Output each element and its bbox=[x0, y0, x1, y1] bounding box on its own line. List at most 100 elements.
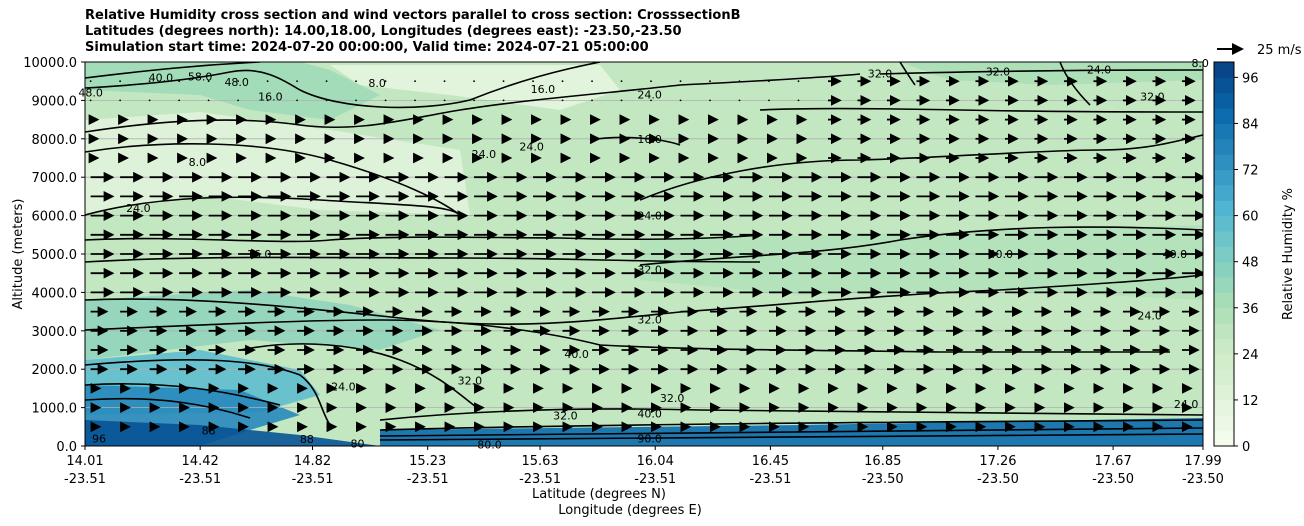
wind-vector bbox=[591, 99, 593, 102]
wind-vector bbox=[738, 99, 741, 102]
contour-label: 8.0 bbox=[189, 156, 207, 169]
colorbar-tick-label: 12 bbox=[1242, 394, 1259, 409]
y-tick-label: 8000.0 bbox=[32, 133, 78, 148]
contour-label: 48.0 bbox=[78, 87, 103, 100]
contour-label: 90.0 bbox=[637, 432, 662, 445]
wind-vector bbox=[502, 99, 505, 102]
y-tick-label: 6000.0 bbox=[32, 210, 78, 225]
colorbar-segment bbox=[1214, 246, 1234, 263]
y-tick-label: 9000.0 bbox=[32, 94, 78, 109]
contour-label: 40.0 bbox=[149, 71, 174, 84]
colorbar-segment bbox=[1214, 292, 1234, 309]
colorbar-segment bbox=[1214, 430, 1234, 447]
wind-vector bbox=[709, 99, 711, 102]
wind-vector bbox=[768, 80, 770, 83]
wind-vector bbox=[325, 80, 328, 83]
x-axis: 14.01 -23.51 14.42 -23.51 14.82 -23.51 15.23 -2… bbox=[64, 446, 1224, 487]
contour-label: 24.0 bbox=[637, 210, 662, 223]
colorbar-segment bbox=[1214, 230, 1234, 247]
wind-vector bbox=[443, 80, 446, 83]
band-top-left bbox=[85, 62, 380, 120]
colorbar-tick-label: 48 bbox=[1242, 256, 1259, 271]
contour-line bbox=[879, 69, 1203, 75]
x-tick-lon: -23.51 bbox=[179, 472, 221, 487]
colorbar: 0 12 24 36 48 60 72 84 96 bbox=[1213, 61, 1259, 455]
colorbar-frame bbox=[1213, 61, 1235, 447]
wind-vector bbox=[178, 99, 181, 102]
colorbar-tick-label: 96 bbox=[1242, 71, 1259, 86]
wind-vector bbox=[473, 80, 475, 83]
contour-label: 24.0 bbox=[637, 89, 662, 102]
wind-vector bbox=[296, 99, 298, 102]
contour-label: 58.0 bbox=[188, 71, 213, 84]
contour-label: 32.0 bbox=[868, 68, 893, 81]
wind-vector bbox=[355, 99, 357, 102]
colorbar-segment bbox=[1214, 169, 1234, 186]
x-axis-label-lat: Latitude (degrees N) bbox=[532, 487, 666, 502]
colorbar-segment bbox=[1214, 215, 1234, 232]
x-tick-lon: -23.51 bbox=[634, 472, 676, 487]
wind-vector bbox=[414, 99, 416, 102]
contour-line bbox=[85, 383, 281, 406]
x-tick-lat: 14.01 bbox=[66, 454, 103, 469]
contour-line bbox=[85, 274, 1203, 325]
x-tick-lat: 15.23 bbox=[409, 454, 446, 469]
x-axis-label-lon: Longitude (degrees E) bbox=[558, 503, 702, 518]
contour-label: 32.0 bbox=[458, 375, 483, 388]
contour-line bbox=[85, 62, 261, 79]
wind-vector bbox=[532, 80, 534, 83]
wind-vector bbox=[119, 99, 122, 102]
x-tick-lat: 16.85 bbox=[864, 454, 901, 469]
colorbar-tick-label: 36 bbox=[1242, 302, 1259, 317]
contour-label: 40.0 bbox=[1163, 248, 1188, 261]
colorbar-tick-label: 60 bbox=[1242, 210, 1259, 225]
wind-vector bbox=[414, 80, 416, 83]
x-tick-lon: -23.51 bbox=[292, 472, 334, 487]
x-tick-lon: -23.51 bbox=[64, 472, 106, 487]
wind-vector bbox=[148, 80, 151, 83]
y-tick-label: 4000.0 bbox=[32, 286, 78, 301]
x-tick-lon: -23.51 bbox=[749, 472, 791, 487]
x-tick-lat: 16.45 bbox=[752, 454, 789, 469]
x-tick-lon: -23.50 bbox=[1182, 472, 1224, 487]
wind-vector bbox=[266, 80, 269, 83]
colorbar-tick-label: 84 bbox=[1242, 117, 1259, 132]
contour-label: 40.0 bbox=[988, 248, 1013, 261]
colorbar-segment bbox=[1214, 92, 1234, 109]
wind-vector bbox=[679, 80, 682, 83]
contour-label: 88 bbox=[300, 433, 314, 446]
contour-label: 8.0 bbox=[1191, 57, 1209, 70]
x-tick-lat: 16.04 bbox=[637, 454, 674, 469]
wind-vector bbox=[237, 99, 239, 102]
x-tick-lat: 17.26 bbox=[979, 454, 1016, 469]
colorbar-segment bbox=[1214, 261, 1234, 278]
contour-label: 24.0 bbox=[331, 380, 356, 393]
contour-label: 24.0 bbox=[126, 202, 151, 215]
wind-vectors bbox=[88, 75, 1203, 433]
colorbar-segment bbox=[1214, 154, 1234, 171]
wind-vector bbox=[620, 99, 623, 102]
wind-vector bbox=[768, 99, 770, 102]
x-tick-lon: -23.50 bbox=[862, 472, 904, 487]
wind-vector bbox=[532, 99, 534, 102]
colorbar-tick-label: 24 bbox=[1242, 348, 1259, 363]
x-tick-lat: 14.42 bbox=[182, 454, 219, 469]
wind-vector bbox=[738, 80, 741, 83]
wind-vector bbox=[266, 99, 269, 102]
colorbar-segment bbox=[1214, 184, 1234, 201]
colorbar-segment bbox=[1214, 384, 1234, 401]
x-tick-lat: 17.67 bbox=[1095, 454, 1132, 469]
vector-key-label: 25 m/s bbox=[1257, 43, 1302, 58]
chart-title: Relative Humidity cross section and wind… bbox=[85, 8, 741, 56]
wind-vector bbox=[207, 99, 210, 102]
contour-label: 24.0 bbox=[472, 148, 497, 161]
vector-key: 25 m/s bbox=[1217, 43, 1302, 58]
contour-label: 80.0 bbox=[477, 438, 502, 451]
contour-label: 32.0 bbox=[637, 313, 662, 326]
x-tick-lat: 15.63 bbox=[521, 454, 558, 469]
wind-vector bbox=[207, 80, 210, 83]
colorbar-label: Relative Humidity % bbox=[1281, 188, 1296, 320]
x-tick-lat: 17.99 bbox=[1184, 454, 1221, 469]
contour-line bbox=[899, 62, 916, 86]
